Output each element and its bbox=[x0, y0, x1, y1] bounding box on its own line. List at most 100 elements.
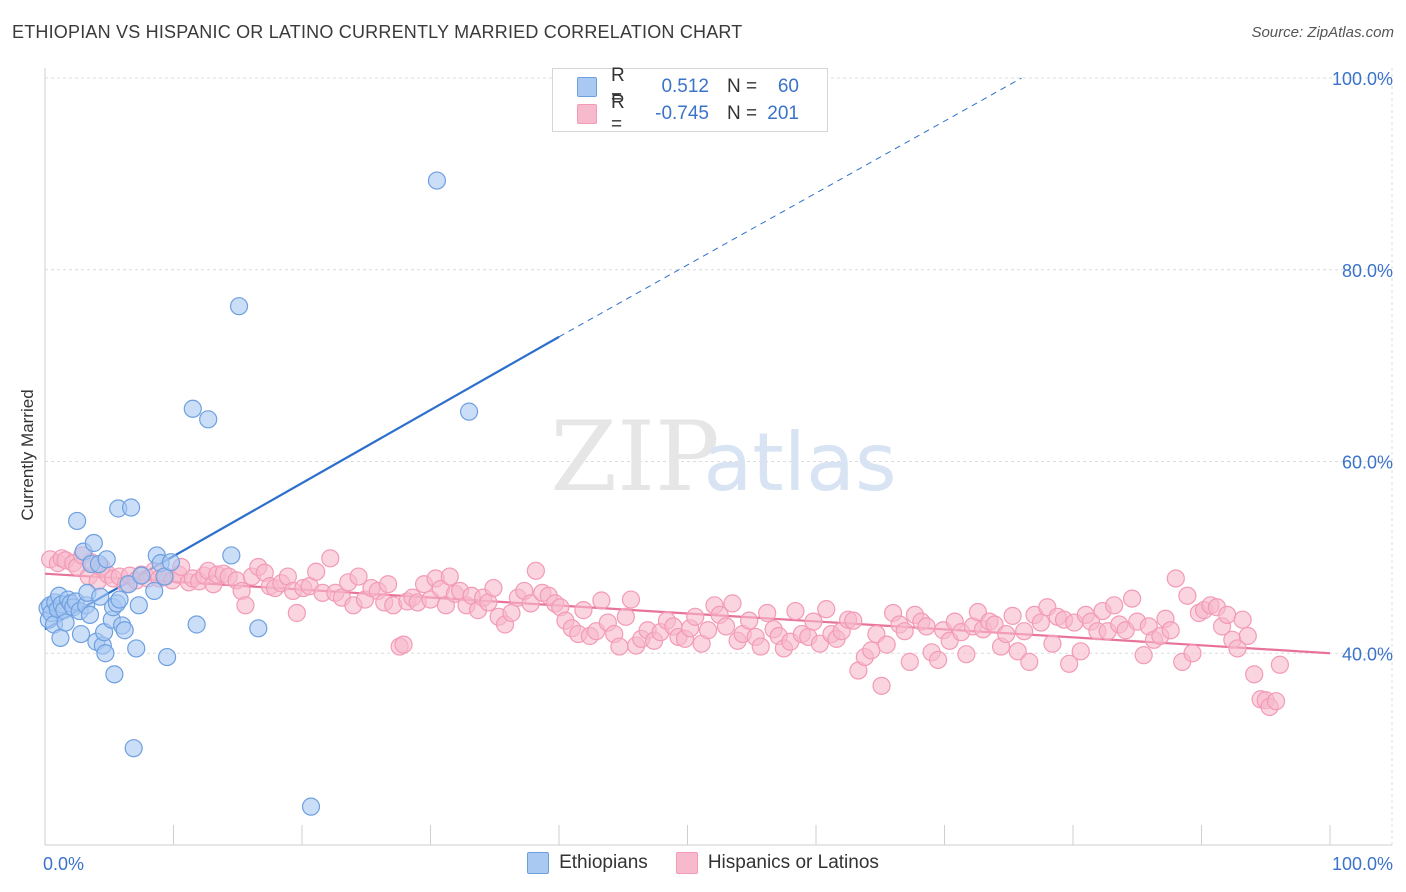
ethiopian-point bbox=[51, 628, 70, 648]
hispanic-point bbox=[1183, 644, 1202, 663]
hispanic-point bbox=[236, 596, 255, 615]
hispanic-point bbox=[804, 612, 823, 631]
hispanic-point bbox=[698, 621, 718, 640]
hispanic-point bbox=[928, 650, 948, 670]
hispanic-point bbox=[751, 637, 770, 656]
legend-label-ethiopians: Ethiopians bbox=[559, 852, 648, 873]
hispanic-point bbox=[900, 652, 919, 671]
legend-r-value: 0.512 bbox=[661, 76, 709, 97]
ethiopian-point bbox=[183, 399, 202, 418]
stats-legend: R = 0.512 N = 60 R = -0.745 N = 201 bbox=[552, 65, 828, 135]
hispanic-point bbox=[1015, 622, 1034, 641]
y-tick-label: 100.0% bbox=[1332, 69, 1393, 89]
legend-swatch-hispanics bbox=[675, 852, 698, 874]
ethiopian-point bbox=[115, 621, 134, 640]
hispanic-point bbox=[740, 611, 759, 630]
hispanic-point bbox=[394, 635, 413, 654]
chart-title: ETHIOPIAN VS HISPANIC OR LATINO CURRENTL… bbox=[12, 22, 743, 42]
hispanic-point bbox=[1270, 655, 1289, 674]
trend-line-extension bbox=[558, 77, 1022, 338]
legend-item-hispanics[interactable]: Hispanics or Latinos bbox=[675, 852, 879, 874]
ethiopian-point bbox=[249, 619, 268, 638]
hispanic-point bbox=[786, 601, 805, 621]
legend-n-label: N = bbox=[727, 76, 758, 97]
ethiopian-point bbox=[124, 739, 143, 758]
ethiopian-point bbox=[121, 498, 141, 517]
hispanic-point bbox=[917, 617, 936, 636]
hispanic-point bbox=[1071, 642, 1090, 661]
legend-item-ethiopians[interactable]: Ethiopians bbox=[527, 852, 648, 874]
legend-label-hispanics: Hispanics or Latinos bbox=[707, 852, 879, 873]
x-tick-label: 0.0% bbox=[43, 854, 84, 874]
y-tick-label: 80.0% bbox=[1342, 261, 1393, 281]
ethiopian-point bbox=[68, 511, 87, 531]
hispanic-point bbox=[1228, 639, 1247, 658]
hispanic-point bbox=[616, 607, 635, 626]
ethiopian-point bbox=[71, 624, 91, 644]
ethiopian-point bbox=[97, 550, 116, 569]
hispanic-point bbox=[686, 607, 705, 626]
ethiopian-point bbox=[145, 581, 164, 601]
ethiopian-point bbox=[132, 566, 151, 585]
hispanic-point bbox=[1161, 621, 1180, 640]
ethiopian-point bbox=[222, 546, 241, 565]
x-tick-label: 100.0% bbox=[1332, 854, 1393, 874]
hispanic-point bbox=[502, 603, 521, 623]
hispanic-point bbox=[957, 645, 976, 664]
ethiopian-point bbox=[187, 615, 206, 634]
ethiopian-point bbox=[56, 613, 75, 632]
hispanic-point bbox=[307, 562, 326, 581]
legend-row-hispanics: R = -0.745 N = 201 bbox=[577, 92, 799, 135]
hispanic-point bbox=[1178, 586, 1197, 605]
ethiopian-point bbox=[161, 553, 181, 572]
hispanic-point bbox=[610, 637, 629, 656]
hispanic-point bbox=[723, 594, 742, 613]
hispanic-point bbox=[287, 603, 306, 623]
ethiopian-point bbox=[105, 665, 124, 684]
ethiopian-point bbox=[199, 410, 218, 429]
legend-row-ethiopians: R = 0.512 N = 60 bbox=[577, 65, 799, 108]
legend-n-label: N = bbox=[727, 103, 758, 124]
series-legend: Ethiopians Hispanics or Latinos bbox=[0, 852, 1406, 874]
hispanic-point bbox=[758, 603, 777, 623]
hispanic-point bbox=[1105, 596, 1124, 615]
ethiopian-point bbox=[91, 587, 110, 606]
hispanic-point bbox=[895, 622, 914, 641]
hispanic-point bbox=[877, 635, 896, 654]
y-tick-label: 40.0% bbox=[1342, 644, 1393, 664]
hispanic-point bbox=[1134, 646, 1153, 665]
ethiopian-point bbox=[157, 647, 177, 667]
legend-swatch-hispanics bbox=[577, 104, 597, 124]
ethiopian-point bbox=[127, 639, 146, 658]
hispanic-point bbox=[716, 617, 736, 636]
hispanic-point bbox=[1031, 613, 1050, 632]
watermark-atlas: atlas bbox=[703, 416, 896, 509]
ethiopian-point bbox=[96, 644, 115, 663]
ethiopian-point bbox=[301, 797, 321, 816]
legend-r-value: -0.745 bbox=[655, 103, 709, 124]
hispanic-point bbox=[1043, 634, 1062, 653]
legend-swatch-ethiopians bbox=[527, 852, 550, 874]
hispanic-point bbox=[1060, 654, 1079, 673]
hispanic-point bbox=[321, 549, 340, 568]
hispanic-point bbox=[862, 641, 881, 660]
hispanic-point bbox=[521, 594, 540, 613]
hispanic-point bbox=[484, 578, 503, 598]
ethiopian-point bbox=[84, 533, 103, 553]
hispanic-point bbox=[1008, 642, 1027, 661]
hispanic-point bbox=[574, 601, 593, 620]
hispanic-point bbox=[621, 590, 641, 609]
hispanic-point bbox=[1003, 606, 1022, 625]
hispanic-point bbox=[1020, 652, 1039, 671]
hispanic-point bbox=[1238, 626, 1257, 646]
hispanic-point bbox=[844, 611, 863, 630]
legend-swatch-ethiopians bbox=[577, 77, 597, 97]
hispanic-point bbox=[1166, 569, 1185, 588]
hispanic-point bbox=[1266, 692, 1286, 711]
hispanic-point bbox=[817, 600, 836, 619]
hispanic-point bbox=[440, 567, 459, 586]
ethiopian-point bbox=[119, 575, 138, 594]
hispanic-point bbox=[592, 591, 611, 610]
watermark-zip: ZIP bbox=[550, 401, 719, 513]
